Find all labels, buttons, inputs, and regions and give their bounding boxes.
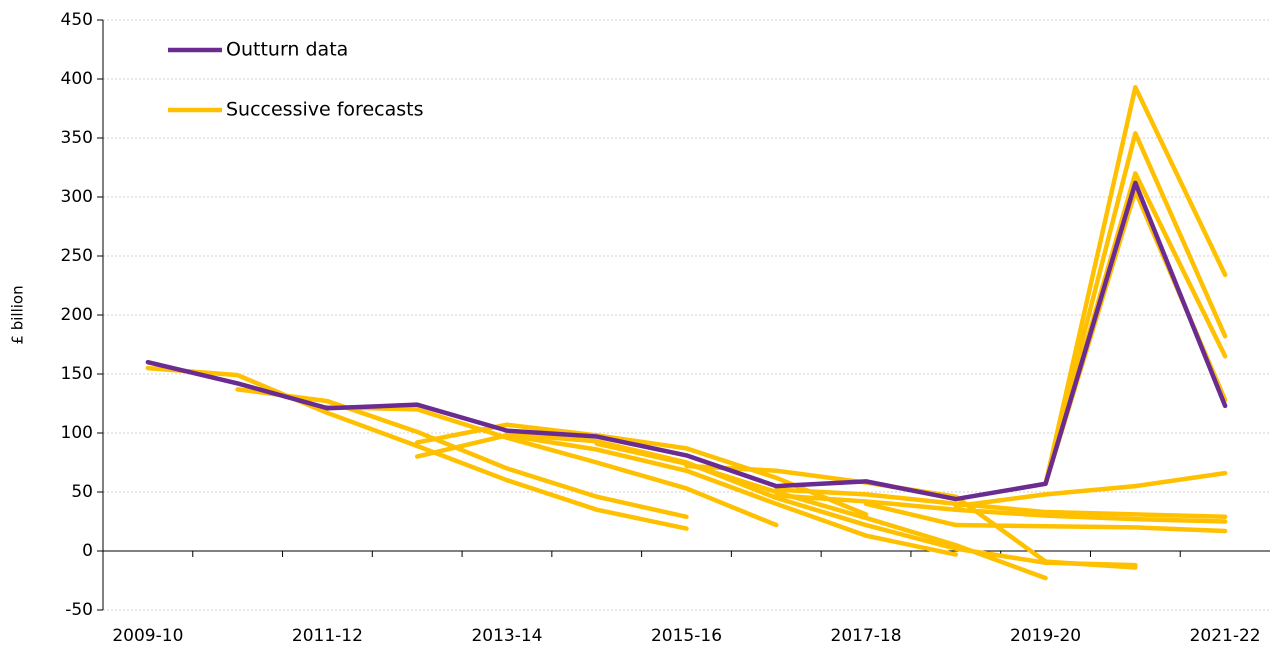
y-tick-label: 150 <box>61 364 93 384</box>
forecast-line <box>235 387 689 520</box>
forecast-line <box>953 470 1228 509</box>
y-tick-label: 350 <box>61 128 93 148</box>
legend-label: Outturn data <box>226 39 348 61</box>
y-tick-label: 450 <box>61 10 93 30</box>
y-tick-label: 200 <box>61 305 93 325</box>
x-tick-label: 2021-22 <box>1190 626 1261 646</box>
x-tick-label: 2017-18 <box>831 626 902 646</box>
y-tick-label: 250 <box>61 246 93 266</box>
y-tick-label: 400 <box>61 69 93 89</box>
forecast-line <box>325 404 779 528</box>
legend-label: Successive forecasts <box>226 99 423 121</box>
x-tick-label: 2015-16 <box>651 626 722 646</box>
y-tick-label: 300 <box>61 187 93 207</box>
x-tick-label: 2013-14 <box>471 626 542 646</box>
forecast-line <box>1043 85 1228 486</box>
forecast-line <box>863 501 1228 534</box>
y-tick-label: 100 <box>61 423 93 443</box>
y-axis-label: £ billion <box>9 285 27 344</box>
x-tick-label: 2019-20 <box>1010 626 1081 646</box>
forecast-line <box>145 365 689 531</box>
x-tick-label: 2011-12 <box>292 626 363 646</box>
outturn-line <box>145 180 1228 502</box>
forecast-line <box>774 493 1228 524</box>
forecast-line <box>594 441 1048 581</box>
y-tick-label: 50 <box>71 482 93 502</box>
y-tick-label: -50 <box>65 600 93 620</box>
forecast-line <box>1043 131 1228 486</box>
x-tick-label: 2009-10 <box>112 626 183 646</box>
y-tick-label: 0 <box>82 541 93 561</box>
forecast-line <box>774 487 1228 520</box>
